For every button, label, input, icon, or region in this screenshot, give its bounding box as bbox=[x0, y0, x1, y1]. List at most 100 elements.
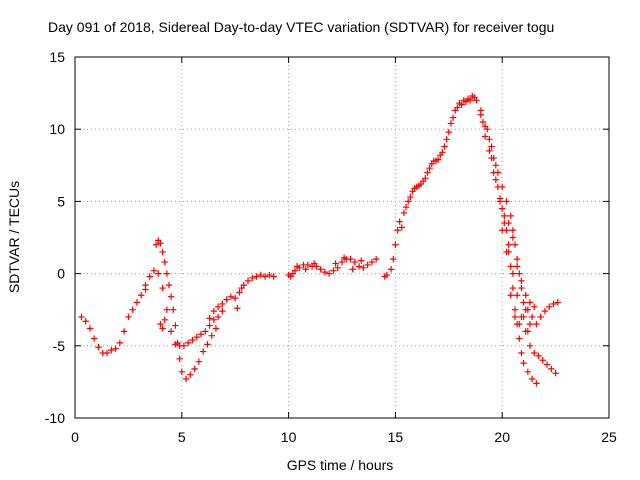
data-point bbox=[490, 169, 497, 176]
data-point bbox=[524, 328, 532, 335]
data-point bbox=[155, 270, 162, 277]
data-point bbox=[95, 344, 102, 351]
data-point bbox=[210, 316, 218, 324]
data-point bbox=[195, 358, 203, 365]
data-point bbox=[223, 296, 230, 303]
grid bbox=[75, 57, 609, 418]
data-point bbox=[432, 157, 440, 165]
data-point bbox=[543, 361, 551, 368]
axis-ticks bbox=[74, 56, 610, 419]
data-point bbox=[103, 349, 111, 357]
data-point bbox=[518, 349, 525, 357]
data-point bbox=[232, 294, 239, 302]
data-point bbox=[484, 126, 491, 133]
data-point bbox=[526, 320, 534, 328]
y-tick-label: 10 bbox=[49, 121, 65, 137]
data-point bbox=[501, 212, 508, 220]
data-point bbox=[204, 341, 211, 348]
x-tick-label: 10 bbox=[281, 429, 297, 445]
data-point bbox=[244, 277, 252, 285]
data-point bbox=[443, 136, 450, 143]
data-point bbox=[355, 263, 363, 270]
data-point bbox=[364, 261, 371, 269]
data-point bbox=[78, 313, 85, 321]
data-point bbox=[321, 268, 329, 276]
data-point bbox=[548, 365, 555, 373]
data-point bbox=[437, 151, 444, 159]
data-point bbox=[125, 313, 132, 321]
data-point bbox=[214, 313, 222, 321]
data-point bbox=[518, 277, 525, 285]
data-point bbox=[249, 274, 256, 282]
data-point bbox=[302, 266, 309, 273]
data-point bbox=[108, 346, 115, 354]
data-point bbox=[507, 263, 514, 270]
data-point bbox=[522, 292, 529, 299]
data-point bbox=[488, 154, 495, 162]
data-point bbox=[116, 339, 124, 347]
data-point bbox=[146, 273, 153, 280]
data-point bbox=[520, 299, 527, 306]
data-point bbox=[541, 307, 549, 315]
data-point bbox=[526, 342, 534, 349]
data-point bbox=[159, 284, 166, 292]
data-point bbox=[152, 241, 160, 248]
data-point bbox=[509, 284, 517, 292]
data-point bbox=[360, 264, 367, 272]
data-point bbox=[332, 260, 339, 267]
data-point bbox=[311, 260, 318, 267]
data-point bbox=[334, 264, 341, 272]
data-point bbox=[513, 255, 521, 263]
data-point bbox=[165, 281, 173, 289]
data-point bbox=[178, 368, 185, 375]
data-point bbox=[398, 224, 406, 231]
data-point bbox=[325, 270, 333, 277]
data-point bbox=[191, 365, 198, 373]
data-point bbox=[531, 349, 538, 357]
data-point bbox=[387, 266, 395, 273]
y-tick-label: -5 bbox=[53, 338, 66, 354]
data-point bbox=[253, 273, 260, 280]
data-point bbox=[396, 218, 403, 225]
data-point bbox=[505, 219, 512, 227]
data-point bbox=[539, 357, 546, 364]
data-point bbox=[159, 248, 166, 256]
data-point bbox=[293, 263, 301, 270]
data-point bbox=[499, 205, 506, 212]
data-point bbox=[86, 325, 94, 332]
data-point bbox=[372, 255, 380, 263]
data-point bbox=[479, 118, 487, 126]
data-point bbox=[304, 261, 312, 269]
data-point bbox=[407, 193, 414, 201]
y-tick-label: 0 bbox=[57, 266, 65, 282]
data-point bbox=[419, 177, 427, 185]
data-point bbox=[219, 300, 226, 308]
data-point bbox=[227, 293, 235, 300]
data-point bbox=[330, 267, 337, 274]
data-point bbox=[180, 342, 188, 349]
data-point bbox=[208, 332, 215, 339]
data-point bbox=[236, 289, 243, 296]
data-point bbox=[441, 143, 448, 150]
data-point bbox=[494, 183, 502, 191]
data-point bbox=[349, 266, 356, 273]
data-point bbox=[182, 375, 190, 383]
data-point bbox=[509, 270, 517, 277]
data-point bbox=[545, 303, 553, 311]
y-tick-label: -10 bbox=[45, 410, 65, 426]
data-point bbox=[390, 255, 397, 263]
data-point bbox=[212, 325, 220, 332]
data-point bbox=[176, 355, 183, 362]
x-tick-label: 0 bbox=[71, 429, 79, 445]
data-point bbox=[509, 234, 517, 241]
data-point bbox=[537, 313, 544, 321]
data-point bbox=[505, 241, 512, 248]
data-point bbox=[214, 303, 222, 311]
data-point bbox=[445, 128, 452, 136]
y-tick-label: 5 bbox=[57, 193, 65, 209]
data-point bbox=[492, 162, 499, 169]
data-point bbox=[526, 299, 534, 306]
data-point bbox=[481, 133, 489, 140]
data-point bbox=[513, 292, 521, 299]
y-tick-labels: -10 -5 0 5 10 15 bbox=[45, 49, 65, 426]
